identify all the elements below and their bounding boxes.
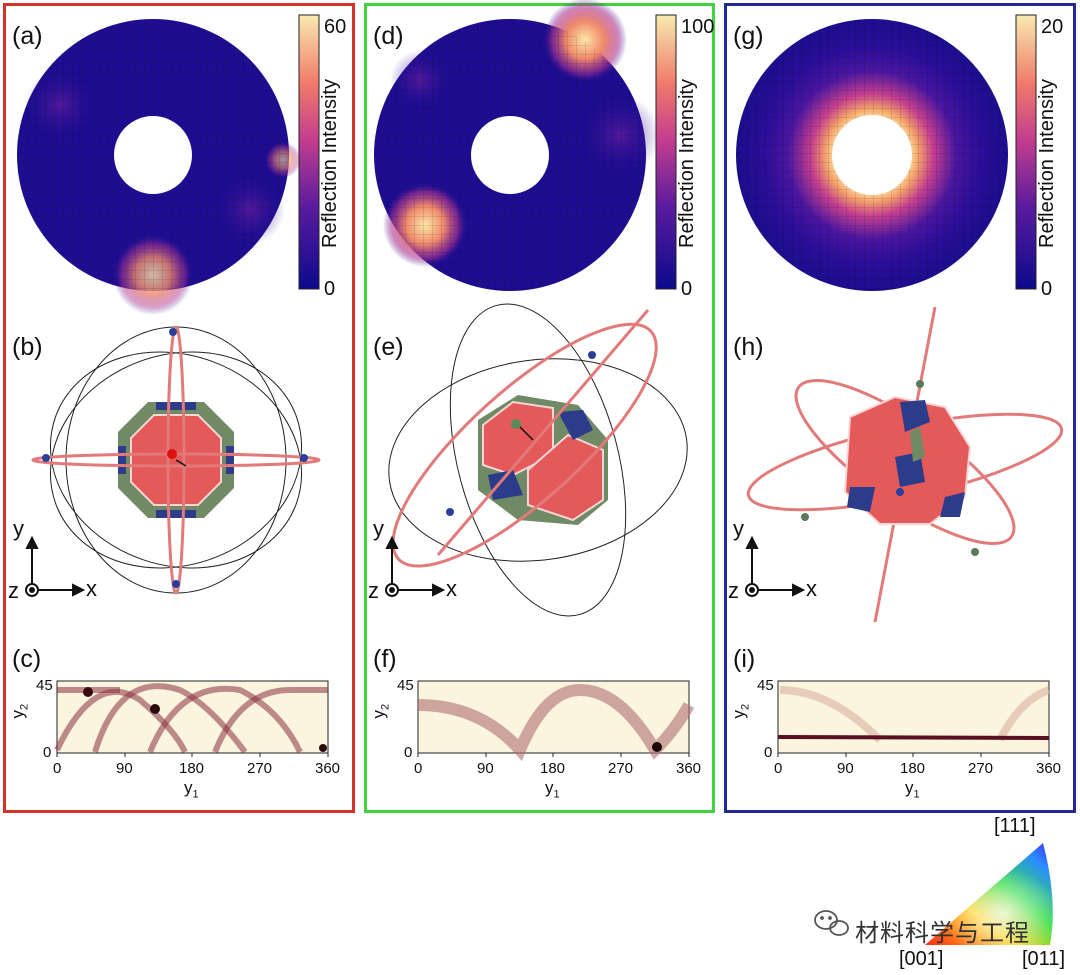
heatmap-i-ylabel: y2 xyxy=(729,703,752,719)
panel-label-f: (f) xyxy=(373,645,397,673)
wechat-icon xyxy=(814,910,849,936)
heatmap-i-xtick: 180 xyxy=(900,760,926,777)
colorbar-g xyxy=(1015,14,1037,290)
panel-label-b: (b) xyxy=(12,333,43,361)
heatmap-i-xtick: 90 xyxy=(837,760,854,777)
heatmap-f-xtick: 90 xyxy=(477,760,494,777)
heatmap-f-xtick: 180 xyxy=(540,760,566,777)
heatmap-f-ytick: 45 xyxy=(397,677,414,694)
colorbar-d-max: 100 xyxy=(681,16,715,38)
heatmap-c-xtick: 360 xyxy=(315,760,341,777)
coordinate-axes-h xyxy=(745,535,806,597)
panel-label-c: (c) xyxy=(12,645,42,673)
heatmap-i-xlabel: y1 xyxy=(905,778,920,801)
heatmap-f-xtick: 270 xyxy=(608,760,634,777)
axis-z-label-b: z xyxy=(8,578,19,603)
heatmap-f-ylabel: y2 xyxy=(369,703,392,719)
colorbar-g-min: 0 xyxy=(1041,278,1053,300)
panel-label-h: (h) xyxy=(733,333,764,361)
heatmap-c-ylabel: y2 xyxy=(8,703,31,719)
heatmap-c xyxy=(54,680,329,754)
colorbar-a-max: 60 xyxy=(324,16,347,38)
axis-y-label-b: y xyxy=(13,516,24,541)
heatmap-i-ytick: 0 xyxy=(764,744,773,761)
colorbar-d-min: 0 xyxy=(681,278,693,300)
crystal-b xyxy=(31,325,321,595)
heatmap-c-xtick: 90 xyxy=(116,760,133,777)
colorbar-g-max: 20 xyxy=(1041,16,1064,38)
axis-y-label-e: y xyxy=(373,516,384,541)
heatmap-c-ytick: 45 xyxy=(36,677,53,694)
axis-x-label-e: x xyxy=(446,576,457,601)
axis-x-label-h: x xyxy=(806,576,817,601)
heatmap-i-xtick: 0 xyxy=(774,760,783,777)
coordinate-axes-e xyxy=(385,535,446,597)
panel-label-d: (d) xyxy=(373,22,404,50)
ipf-label-011: [011] xyxy=(1022,948,1065,970)
watermark-text: 材料科学与工程 xyxy=(855,920,1030,947)
panel-frame-right xyxy=(724,3,1076,813)
heatmap-tick-marks xyxy=(56,753,1050,757)
heatmap-f-xlabel: y1 xyxy=(545,778,560,801)
heatmap-i-xtick: 270 xyxy=(968,760,994,777)
panel-label-e: (e) xyxy=(373,333,404,361)
heatmap-c-ytick: 0 xyxy=(43,744,52,761)
colorbar-a-title: Reflection Intensity xyxy=(319,79,341,248)
crystal-e xyxy=(388,303,688,617)
axis-z-label-e: z xyxy=(368,578,379,603)
axis-z-label-h: z xyxy=(728,578,739,603)
pole-figure-a xyxy=(17,19,301,315)
heatmap-i-ytick: 45 xyxy=(757,677,774,694)
heatmap-f-xtick: 360 xyxy=(676,760,702,777)
axis-y-label-h: y xyxy=(733,516,744,541)
ipf-label-001: [001] xyxy=(899,948,944,970)
ipf-label-111: [111] xyxy=(994,815,1036,837)
colorbar-a-min: 0 xyxy=(324,278,336,300)
heatmap-i-xtick: 360 xyxy=(1036,760,1062,777)
coordinate-axes-b xyxy=(25,535,86,597)
pole-figure-g xyxy=(736,19,1008,291)
panel-frame-left xyxy=(3,3,355,813)
colorbar-g-title: Reflection Intensity xyxy=(1036,79,1058,248)
heatmap-c-xlabel: y1 xyxy=(184,778,199,801)
panel-label-g: (g) xyxy=(733,22,764,50)
heatmap-c-xtick: 270 xyxy=(247,760,273,777)
heatmap-c-xtick: 180 xyxy=(179,760,205,777)
heatmap-f xyxy=(417,680,695,762)
pole-figure-d xyxy=(374,0,660,291)
heatmap-c-xtick: 0 xyxy=(53,760,62,777)
heatmap-f-xtick: 0 xyxy=(414,760,423,777)
panel-label-i: (i) xyxy=(733,645,756,673)
axis-x-label-b: x xyxy=(86,576,97,601)
heatmap-f-ytick: 0 xyxy=(404,744,413,761)
colorbar-d xyxy=(655,14,677,290)
heatmap-i xyxy=(777,680,1051,754)
crystal-h xyxy=(746,306,1064,623)
ipf-color-key xyxy=(925,843,1053,945)
panel-label-a: (a) xyxy=(12,22,43,50)
panel-frame-middle xyxy=(364,3,715,813)
colorbar-d-title: Reflection Intensity xyxy=(676,79,698,248)
colorbar-a xyxy=(298,14,320,290)
